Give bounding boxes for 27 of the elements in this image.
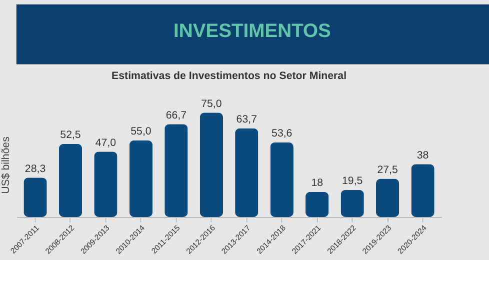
data-label: 55,0 [130,126,152,138]
data-label: 63,7 [236,114,258,126]
data-label: 19,5 [342,175,363,188]
data-label: 53,6 [272,128,292,140]
bar [129,140,153,217]
bar [340,190,364,217]
data-label: 66,7 [166,109,187,122]
data-label: 47,0 [95,136,116,149]
bar [235,128,258,217]
bar [200,112,224,217]
bar [376,178,400,217]
bar [306,192,329,217]
data-label: 27,5 [377,164,398,176]
chart-subtitle: Estimativas de Investimentos no Setor Mineral [112,70,347,82]
bar [58,144,82,217]
data-label: 52,5 [60,129,81,142]
bar [94,152,118,217]
bar [24,178,47,217]
data-label: 28,3 [24,162,46,175]
chart-title: INVESTIMENTOS [174,21,332,42]
bar [411,164,434,217]
data-label: 75,0 [201,98,222,110]
bar [164,124,188,217]
data-label: 38 [416,149,429,162]
data-label: 18 [311,177,324,190]
bar [270,142,294,217]
y-axis-title: US$ bilhões [0,136,12,194]
